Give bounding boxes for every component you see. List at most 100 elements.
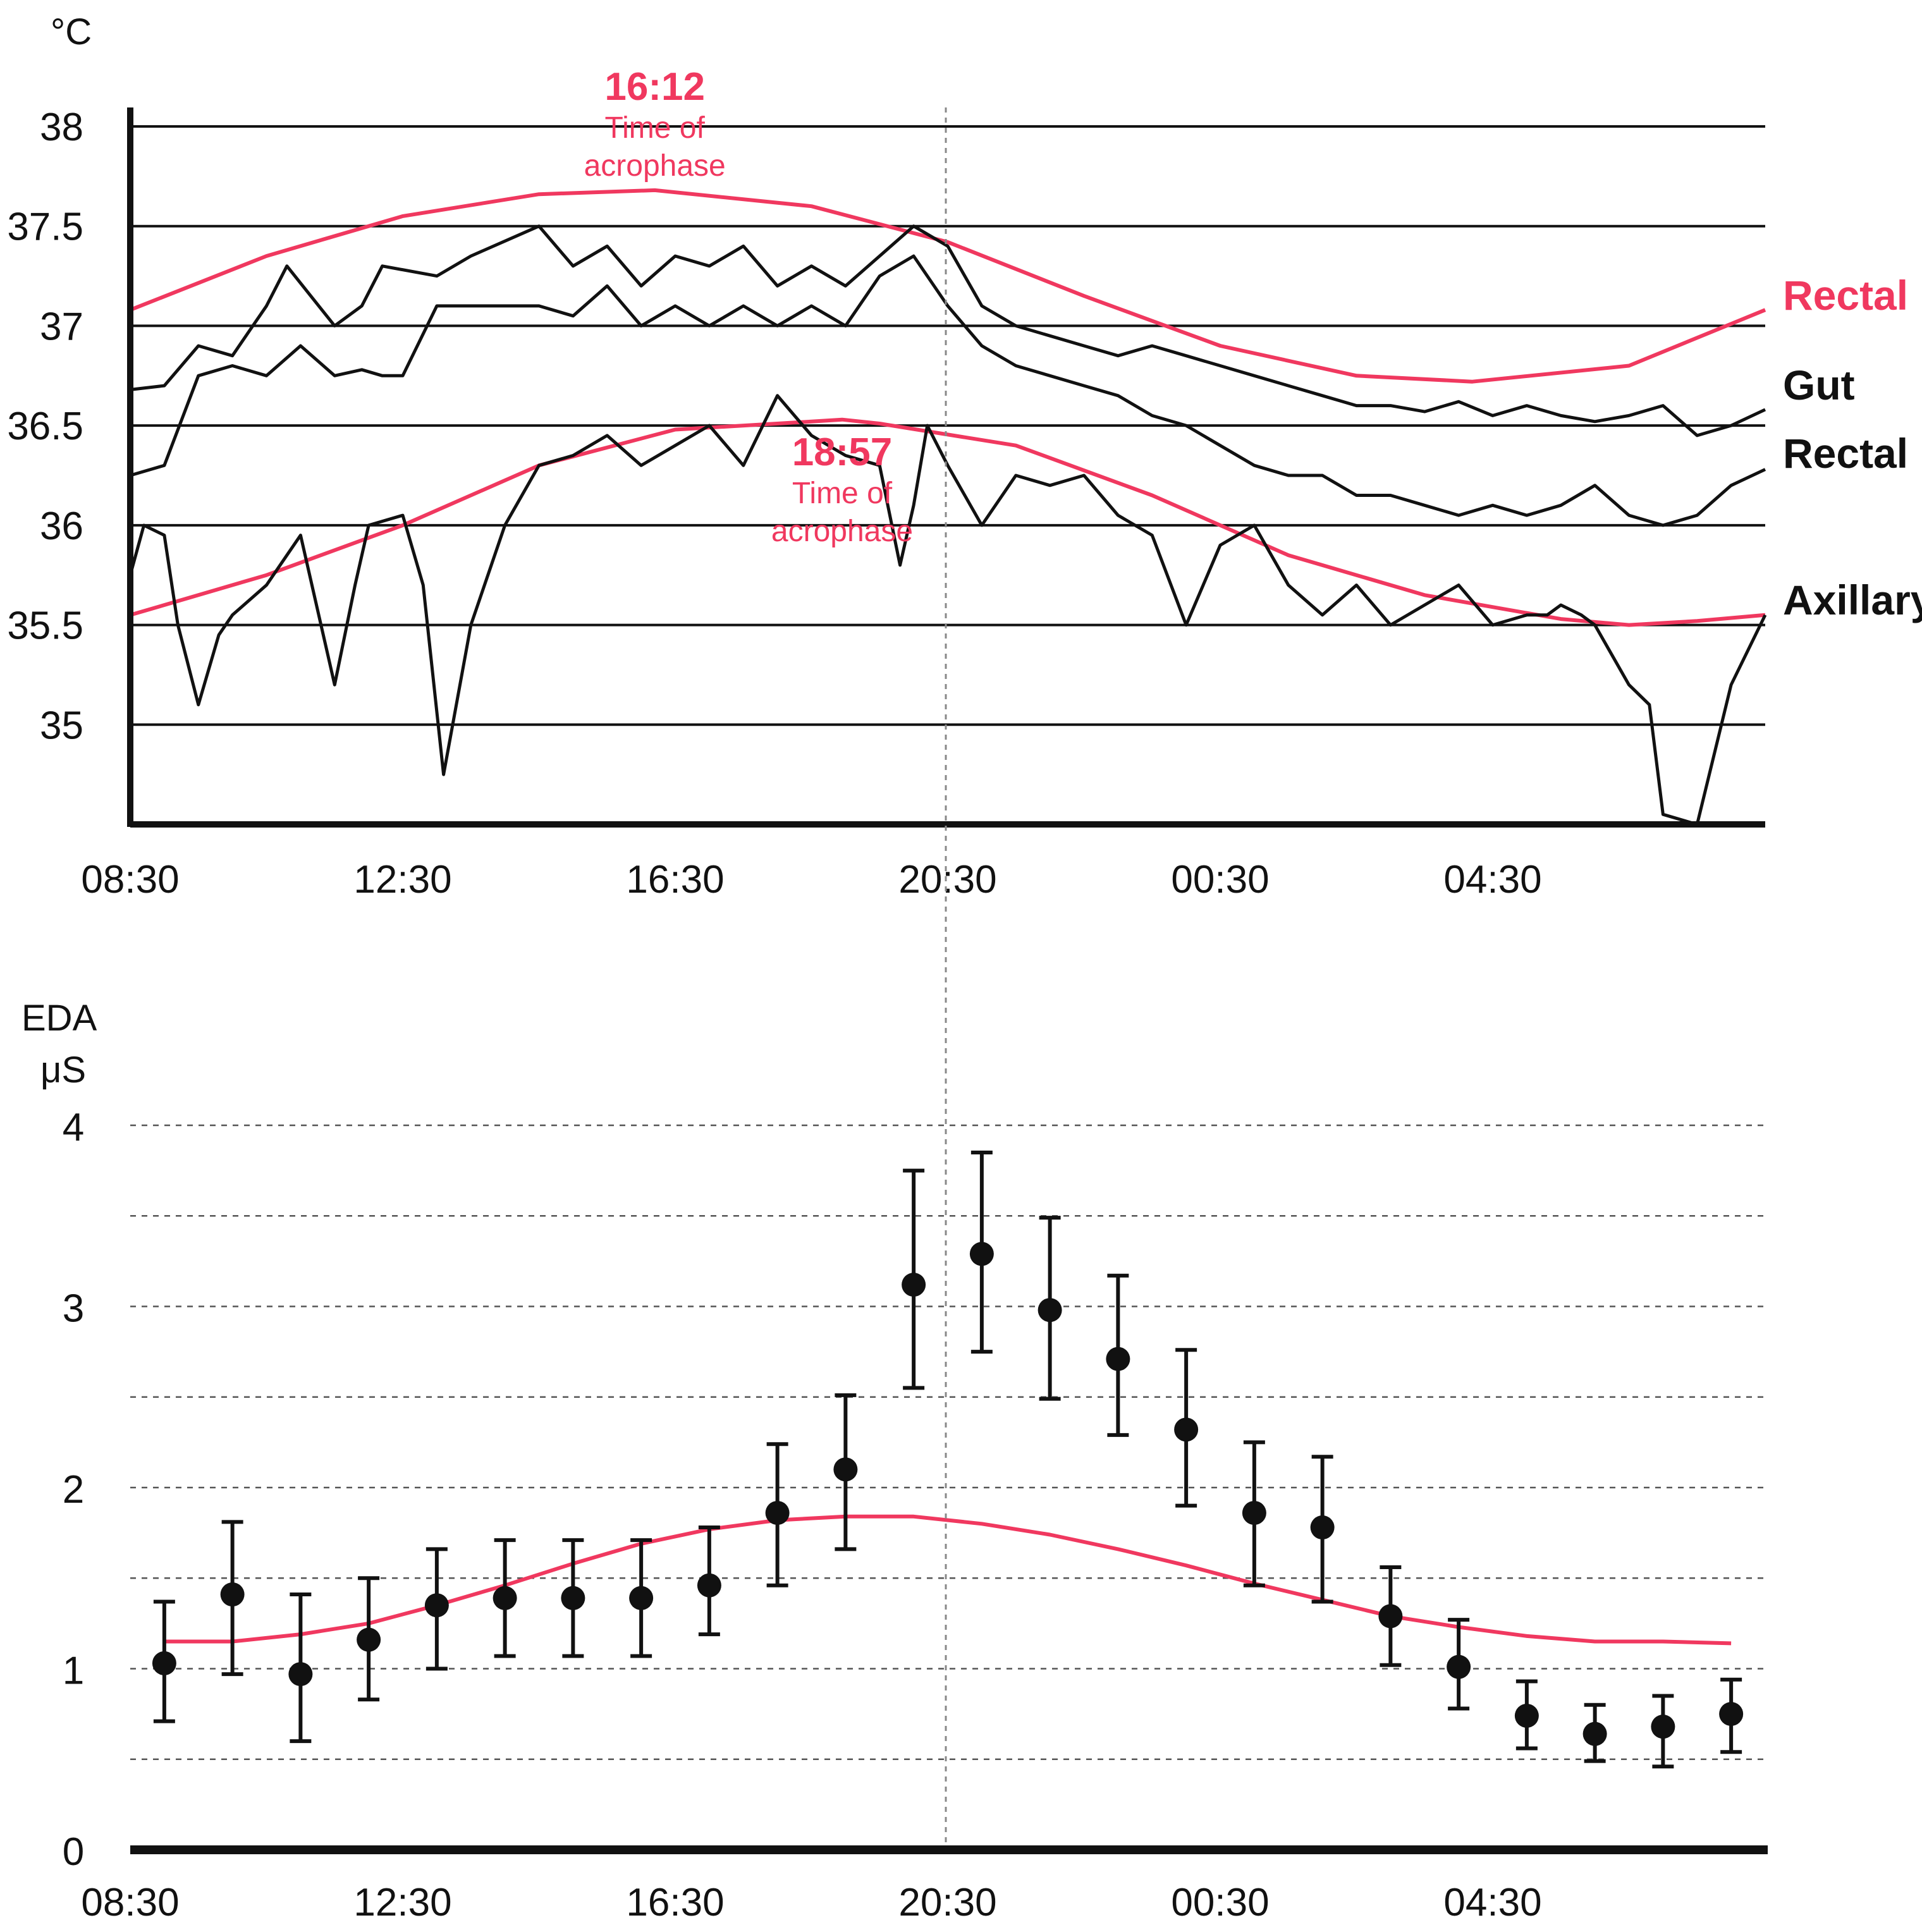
point-marker <box>288 1662 313 1687</box>
point-marker <box>1106 1347 1130 1371</box>
eda-data-point <box>152 1599 176 1723</box>
eda-data-point <box>902 1168 926 1390</box>
eda-y-ticks: 4 3 2 1 0 <box>63 1106 84 1874</box>
temp-y-tick-label: 38 <box>40 106 83 149</box>
temp-y-tick-label: 37.5 <box>7 205 83 249</box>
eda-gridlines <box>130 1124 1768 1760</box>
eda-data-point <box>288 1593 313 1744</box>
series-line-rectal-fit <box>129 188 1766 384</box>
eda-unit-label-line2: μS <box>40 1049 86 1091</box>
point-marker <box>969 1242 994 1266</box>
eda-x-tick-label: 04:30 <box>1443 1881 1541 1924</box>
temp-y-tick-label: 36.5 <box>7 405 83 448</box>
eda-x-tick-label: 08:30 <box>81 1881 179 1924</box>
eda-data-point <box>357 1576 381 1702</box>
eda-data-point <box>629 1538 654 1658</box>
eda-data-point <box>1719 1677 1744 1754</box>
point-marker <box>902 1273 926 1297</box>
point-marker <box>220 1582 245 1607</box>
point-marker <box>424 1593 449 1618</box>
acrophase-time: 18:57 <box>792 431 893 474</box>
eda-data-point <box>765 1442 790 1587</box>
point-marker <box>765 1501 790 1525</box>
point-marker <box>697 1573 721 1598</box>
eda-x-ticks: 08:30 12:30 16:30 20:30 00:30 04:30 <box>81 1881 1541 1924</box>
eda-unit-label-line1: EDA <box>21 998 97 1039</box>
temp-unit-label: °C <box>51 11 92 52</box>
temp-x-tick-label: 12:30 <box>353 858 451 902</box>
acrophase-label: acrophase <box>771 515 913 548</box>
temp-x-tick-label: 08:30 <box>81 858 179 902</box>
eda-data-point <box>1106 1273 1130 1437</box>
temperature-chart: °C 38 37.5 37 36.5 36 35.5 35 08:30 12:30 16:30 2… <box>7 11 1922 902</box>
eda-fit-line <box>164 1514 1732 1646</box>
temp-x-ticks: 08:30 12:30 16:30 20:30 00:30 04:30 <box>81 858 1541 902</box>
temp-x-tick-label: 16:30 <box>626 858 724 902</box>
temp-y-tick-label: 35 <box>40 704 83 747</box>
point-marker <box>1310 1515 1335 1540</box>
temp-series <box>128 188 1767 826</box>
series-line-axillary <box>128 394 1767 826</box>
eda-x-tick-label: 12:30 <box>353 1881 451 1924</box>
temp-y-ticks: 38 37.5 37 36.5 36 35.5 35 <box>7 106 83 747</box>
point-marker <box>1378 1604 1403 1629</box>
eda-x-tick-label: 16:30 <box>626 1881 724 1924</box>
eda-data-point <box>561 1538 585 1658</box>
acrophase-label: acrophase <box>584 149 726 183</box>
eda-data-point <box>1242 1440 1266 1587</box>
acrophase-label: Time of <box>605 111 706 145</box>
temp-x-tick-label: 20:30 <box>898 858 996 902</box>
point-marker <box>1514 1703 1539 1728</box>
point-marker <box>1651 1715 1675 1739</box>
legend-label-gut: Gut <box>1783 362 1855 408</box>
eda-y-tick-label: 2 <box>63 1468 84 1512</box>
eda-data-point <box>1174 1348 1199 1508</box>
point-marker <box>152 1651 176 1675</box>
eda-data-point <box>1651 1694 1675 1769</box>
eda-points <box>152 1150 1744 1769</box>
eda-y-tick-label: 4 <box>63 1106 84 1149</box>
point-marker <box>1582 1721 1607 1746</box>
eda-data-point <box>493 1538 517 1658</box>
legend-label-rectal: Rectal <box>1783 430 1908 477</box>
eda-data-point <box>1582 1703 1607 1763</box>
eda-data-point <box>220 1520 245 1677</box>
point-marker <box>357 1627 381 1652</box>
series-line-gut <box>130 224 1766 437</box>
temp-y-tick-label: 37 <box>40 305 83 348</box>
acrophase-time: 16:12 <box>604 65 705 109</box>
eda-y-tick-label: 1 <box>63 1649 84 1693</box>
eda-x-tick-label: 20:30 <box>898 1881 996 1924</box>
temp-legend: Rectal Gut Rectal Axillary <box>1783 272 1922 623</box>
eda-data-point <box>1447 1618 1471 1711</box>
point-marker <box>1038 1298 1062 1323</box>
eda-y-tick-label: 3 <box>63 1287 84 1331</box>
eda-chart: EDA μS 4 3 2 1 0 08:30 12:30 16:30 20:30 00:30 04… <box>21 998 1768 1924</box>
temp-y-tick-label: 35.5 <box>7 604 83 648</box>
eda-fit-curve <box>164 1514 1732 1646</box>
eda-x-tick-label: 00:30 <box>1171 1881 1269 1924</box>
eda-data-point <box>424 1547 449 1671</box>
temp-y-tick-label: 36 <box>40 504 83 548</box>
eda-data-point <box>1310 1455 1335 1604</box>
temp-x-tick-label: 04:30 <box>1443 858 1541 902</box>
eda-data-point <box>1514 1679 1539 1751</box>
eda-data-point <box>1038 1216 1062 1401</box>
point-marker <box>833 1457 858 1482</box>
eda-y-tick-label: 0 <box>63 1830 84 1874</box>
eda-data-point <box>1378 1565 1403 1667</box>
series-line-rectal-fit <box>130 417 1766 627</box>
temp-x-tick-label: 00:30 <box>1171 858 1269 902</box>
point-marker <box>1174 1417 1199 1442</box>
eda-data-point <box>969 1150 994 1354</box>
eda-data-point <box>833 1393 858 1551</box>
legend-label-rectal: Rectal <box>1783 272 1908 319</box>
point-marker <box>1447 1654 1471 1679</box>
temp-gridlines <box>130 125 1765 726</box>
point-marker <box>561 1586 585 1610</box>
legend-label-axillary: Axillary <box>1783 577 1922 623</box>
point-marker <box>493 1586 517 1610</box>
point-marker <box>629 1586 654 1610</box>
series-line-rectal <box>130 254 1766 527</box>
